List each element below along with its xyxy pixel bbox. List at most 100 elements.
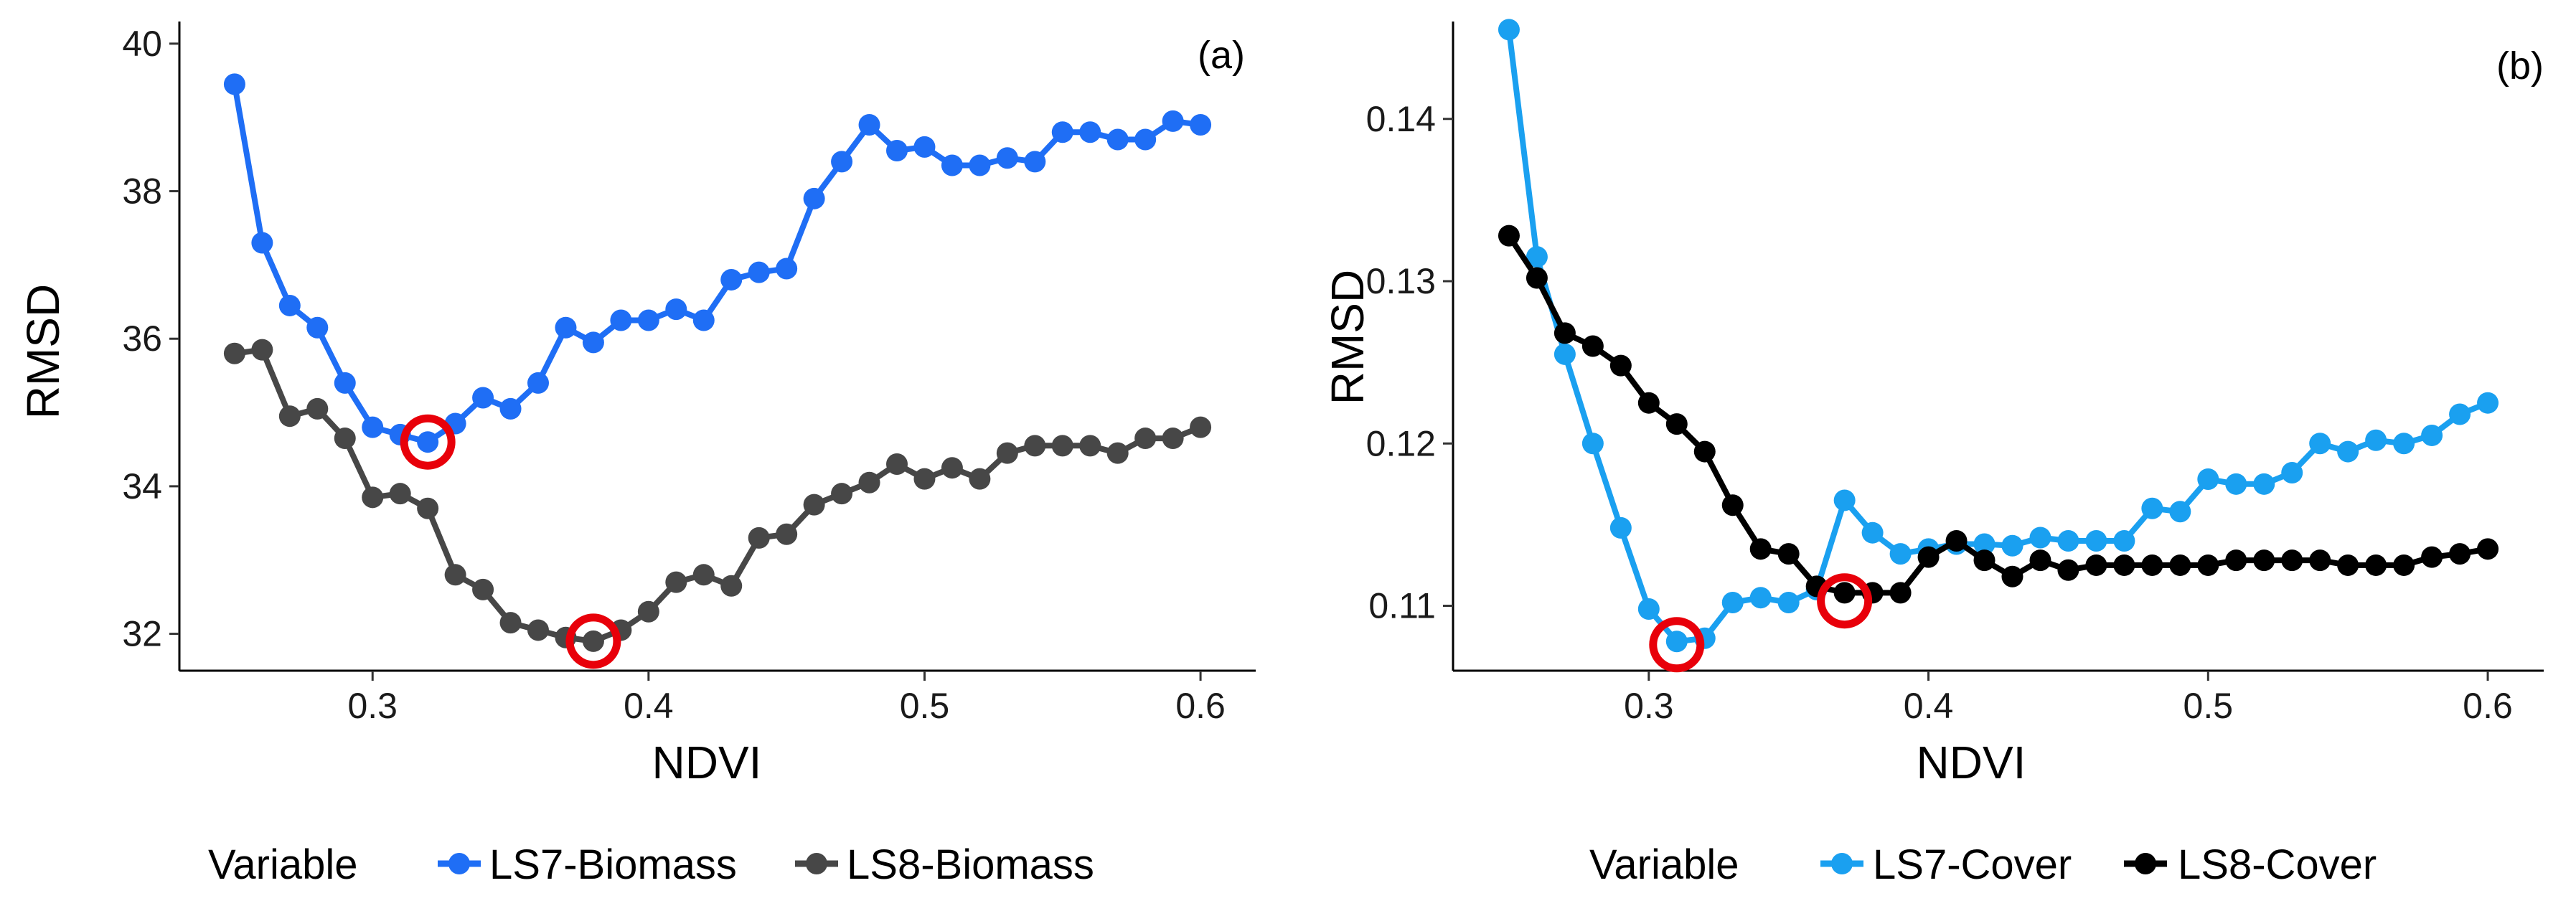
panel-b-cover: 0.11 0.12 0.13 0.14 0.3 0.4 0.5 0.6 (b) NDVI R… (1322, 19, 2544, 888)
panel-b-legend-title: Variable (1589, 841, 1739, 888)
panel-b-y-ticks: 0.11 0.12 0.13 0.14 (1366, 99, 1453, 626)
data-point-ls7-cover (2337, 440, 2359, 463)
data-point-ls8-biomass (417, 497, 439, 519)
panel-a-axes (178, 22, 1256, 672)
data-point-ls8-biomass (1079, 435, 1101, 457)
data-point-ls7-biomass (720, 268, 743, 291)
minimum-highlight-ring-ls7-biomass (400, 414, 456, 470)
data-point-ls7-cover (2225, 473, 2247, 495)
data-point-ls8-cover (1637, 392, 1660, 414)
data-point-ls7-cover (1973, 533, 1996, 555)
panel-a-highlights (400, 414, 621, 669)
panel-b-x-axis-title: NDVI (1917, 737, 2026, 788)
data-point-ls8-cover (2197, 554, 2219, 576)
data-point-ls8-cover (1609, 354, 1632, 377)
data-point-ls8-cover (2393, 554, 2415, 576)
y-tick-label: 38 (122, 171, 162, 212)
panel-a-label: (a) (1198, 34, 1245, 77)
minimum-highlight-ring-ls7-cover (1649, 617, 1705, 673)
data-point-ls8-biomass (306, 397, 329, 420)
x-tick-label: 0.6 (2463, 686, 2513, 726)
data-point-ls7-biomass (527, 372, 549, 394)
data-point-ls7-cover (2169, 501, 2191, 523)
data-point-ls8-cover (1581, 335, 1604, 357)
data-point-ls7-biomass (858, 113, 880, 136)
data-point-ls7-cover (2085, 530, 2107, 552)
data-point-ls7-cover (1861, 521, 1884, 544)
panel-a-legend-title: Variable (208, 841, 358, 888)
data-point-ls7-cover (1889, 543, 1912, 565)
data-point-ls8-cover (2253, 549, 2275, 572)
data-point-ls8-biomass (858, 471, 880, 494)
data-point-ls8-biomass (1162, 428, 1184, 450)
data-point-ls8-biomass (362, 486, 384, 509)
y-tick-label: 40 (122, 24, 162, 64)
data-point-ls8-cover (2477, 538, 2499, 560)
data-point-ls8-biomass (1106, 442, 1129, 464)
data-point-ls7-biomass (941, 154, 963, 176)
panel-a-x-ticks: 0.3 0.4 0.5 0.6 (347, 671, 1226, 726)
panel-a-y-ticks: 32 34 36 38 40 (122, 24, 179, 654)
data-point-ls8-cover (2337, 554, 2359, 576)
data-point-ls8-biomass (941, 457, 963, 479)
data-point-ls7-biomass (969, 154, 991, 176)
legend-swatch-point-ls8-biomass (806, 853, 827, 874)
data-point-ls8-cover (1833, 582, 1856, 604)
panel-a-x-axis-title: NDVI (652, 737, 762, 788)
legend-label-ls7-biomass: LS7-Biomass (489, 841, 737, 888)
panel-b-axes (1452, 22, 2544, 672)
panel-b-y-axis-title: RMSD (1322, 270, 1373, 405)
y-tick-label: 34 (122, 466, 162, 506)
data-point-ls7-cover (2253, 473, 2275, 495)
panel-a-legend: Variable LS7-Biomass LS8-Biomass (208, 841, 1094, 888)
data-point-ls8-cover (1498, 225, 1520, 247)
data-point-ls7-cover (2141, 497, 2163, 519)
data-point-ls8-cover (2225, 549, 2247, 572)
data-point-ls7-cover (2477, 392, 2499, 414)
data-point-ls7-biomass (1106, 128, 1129, 151)
data-point-ls7-biomass (996, 147, 1018, 169)
y-tick-label: 32 (122, 614, 162, 654)
data-point-ls8-cover (1526, 267, 1548, 289)
data-point-ls8-cover (2309, 549, 2331, 572)
data-point-ls8-biomass (748, 527, 770, 549)
data-point-ls8-biomass (776, 523, 798, 545)
legend-label-ls7-cover: LS7-Cover (1873, 841, 2072, 888)
x-tick-label: 0.3 (347, 686, 398, 726)
data-point-ls7-biomass (610, 309, 632, 331)
data-point-ls7-biomass (665, 298, 687, 321)
series-line-ls7-cover (1505, 29, 2489, 645)
series-line-ls8-cover (1506, 234, 2488, 596)
minimum-highlight-ring-ls8-biomass (565, 613, 621, 669)
x-tick-label: 0.5 (900, 686, 950, 726)
panel-a-y-axis-title: RMSD (17, 284, 69, 419)
panel-a-series (223, 73, 1212, 652)
data-point-ls7-biomass (1079, 121, 1101, 143)
data-point-ls7-cover (2001, 534, 2023, 557)
data-point-ls8-biomass (913, 468, 936, 490)
panel-b-highlights (1649, 573, 1873, 673)
data-point-ls8-biomass (527, 619, 549, 641)
data-point-ls8-biomass (444, 564, 466, 586)
data-point-ls7-cover (1609, 516, 1632, 539)
data-point-ls7-cover (2281, 461, 2303, 483)
data-point-ls8-cover (2169, 554, 2191, 576)
data-point-ls8-cover (2365, 554, 2387, 576)
data-point-ls7-biomass (362, 416, 384, 438)
data-point-ls7-cover (1665, 631, 1688, 653)
data-point-ls8-biomass (803, 494, 825, 516)
data-point-ls7-biomass (1024, 151, 1046, 173)
minimum-highlight-ring-ls8-cover (1817, 573, 1873, 629)
data-point-ls8-biomass (499, 612, 522, 634)
x-tick-label: 0.6 (1175, 686, 1226, 726)
legend-swatch-point-ls8-cover (2135, 853, 2156, 874)
legend-entry-ls7-cover: LS7-Cover (1820, 841, 2072, 888)
panel-b-legend: Variable LS7-Cover LS8-Cover (1589, 841, 2377, 888)
data-point-ls7-biomass (1134, 128, 1157, 151)
series-ls7-cover (1498, 19, 2499, 653)
data-point-ls8-cover (2085, 554, 2107, 576)
panel-b-series (1498, 19, 2499, 653)
data-point-ls7-cover (2057, 530, 2079, 552)
data-point-ls7-cover (1777, 591, 1800, 613)
data-point-ls8-biomass (223, 342, 245, 364)
